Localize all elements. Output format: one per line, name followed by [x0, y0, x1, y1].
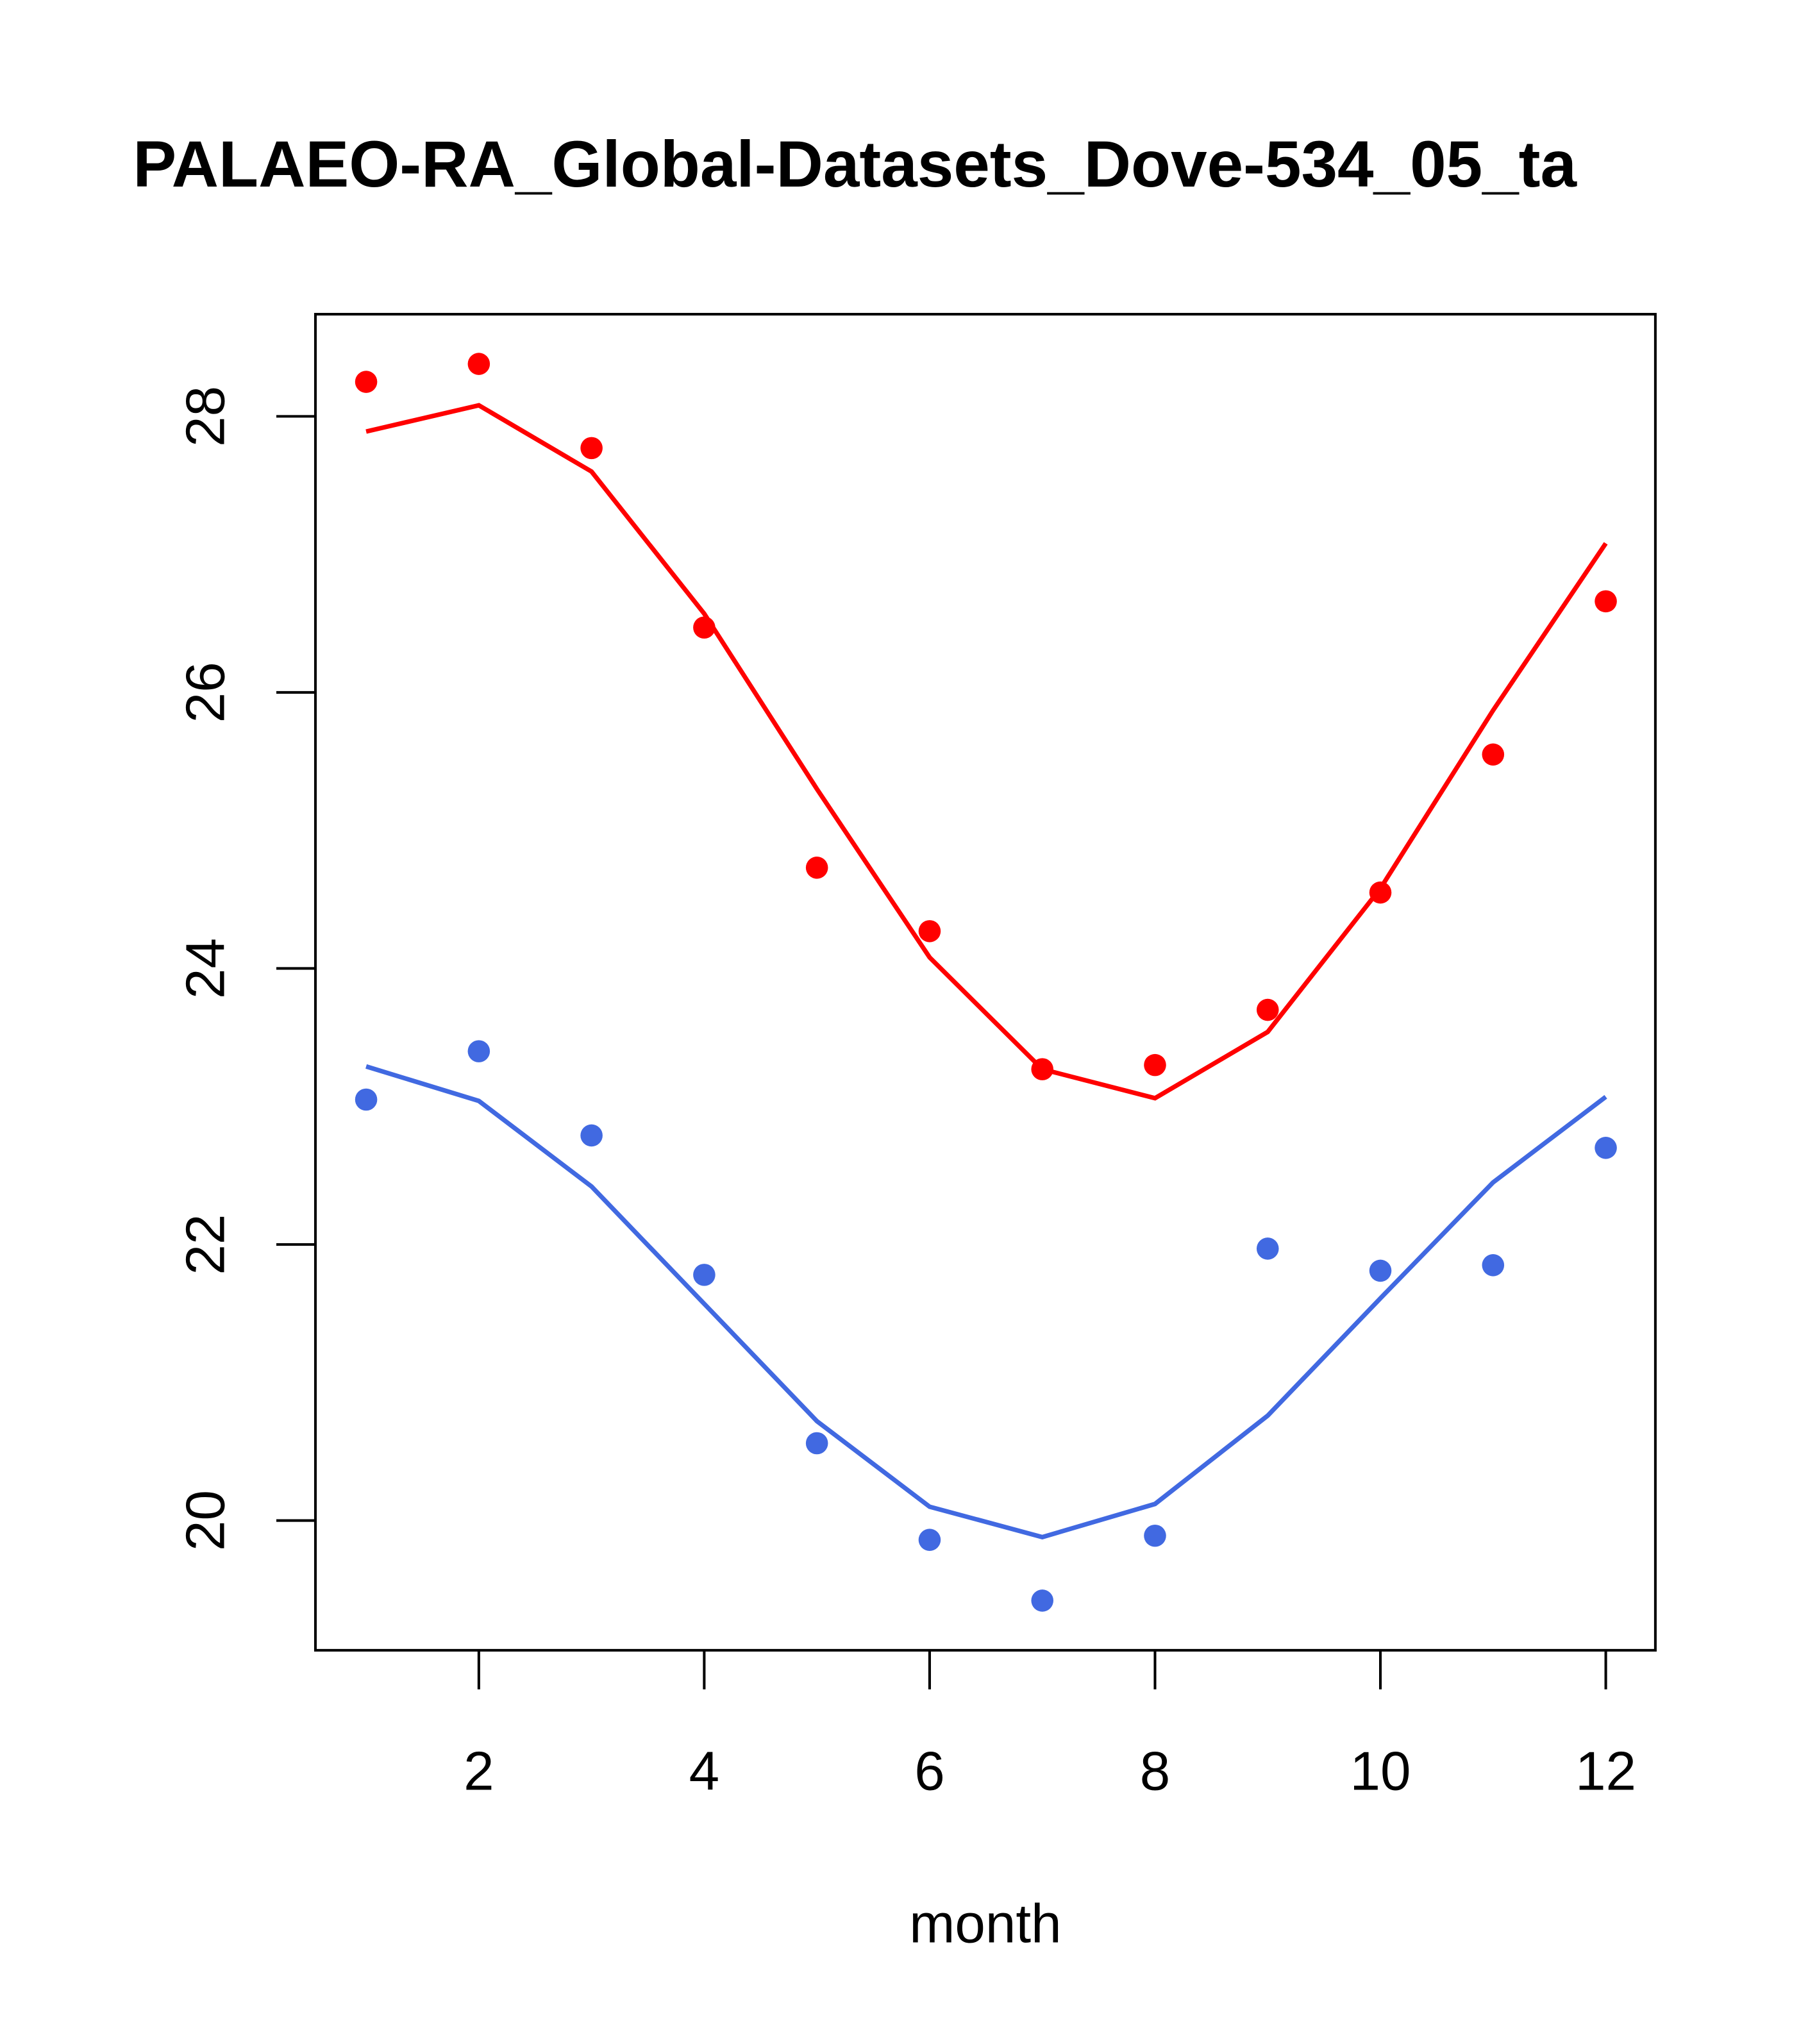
y-tick-label: 26	[176, 662, 237, 723]
y-tick-label: 20	[176, 1490, 237, 1551]
blue-point	[1256, 1237, 1279, 1260]
blue-point	[1144, 1524, 1166, 1547]
red-point	[1595, 590, 1617, 613]
y-tick-label: 22	[176, 1214, 237, 1275]
red-point	[1144, 1053, 1166, 1076]
blue-point	[805, 1432, 828, 1455]
series-layer	[355, 353, 1617, 1612]
x-tick-label: 12	[1575, 1741, 1636, 1802]
x-axis: 2 4 6 8 10 12	[464, 1650, 1636, 1802]
blue-point	[467, 1040, 490, 1062]
blue-point	[918, 1529, 941, 1551]
y-tick-label: 28	[176, 386, 237, 447]
blue-point	[1595, 1137, 1617, 1159]
blue-point	[355, 1088, 378, 1111]
x-tick-label: 10	[1350, 1741, 1411, 1802]
x-tick-label: 8	[1140, 1741, 1170, 1802]
plot-frame	[314, 313, 1657, 1652]
red-point	[1256, 998, 1279, 1021]
red-point	[918, 920, 941, 942]
x-tick-label: 4	[689, 1741, 719, 1802]
y-tick-label: 24	[176, 938, 237, 999]
red-line	[365, 403, 1608, 1101]
red-point	[805, 857, 828, 879]
blue-point	[580, 1124, 603, 1147]
blue-point	[1482, 1254, 1505, 1277]
x-tick-label: 2	[464, 1741, 494, 1802]
red-point	[580, 437, 603, 460]
chart-title: PALAEO-RA_Global-Datasets_Dove-534_05_ta	[133, 128, 1577, 201]
y-axis: 20 22 24 26 28	[176, 386, 315, 1551]
red-point	[355, 371, 378, 393]
blue-point	[693, 1264, 716, 1286]
x-axis-label: month	[909, 1893, 1061, 1954]
red-point	[1482, 743, 1505, 766]
blue-line	[365, 1064, 1607, 1540]
red-point	[467, 353, 490, 375]
blue-point	[1031, 1589, 1053, 1612]
x-tick-label: 6	[914, 1741, 944, 1802]
blue-point	[1369, 1259, 1392, 1282]
